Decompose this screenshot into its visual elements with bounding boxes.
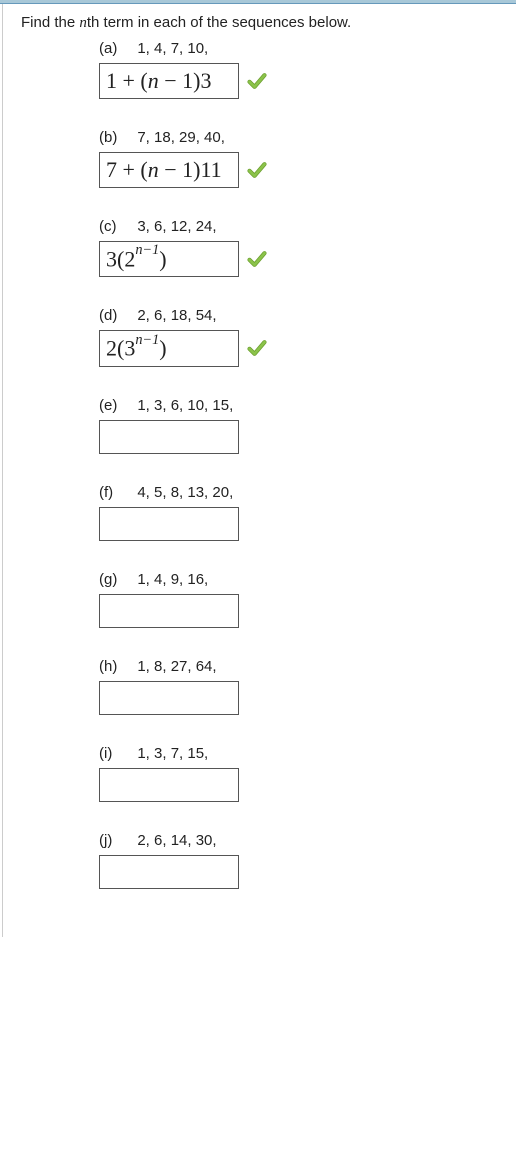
question-label: (g) [99, 571, 129, 588]
sequence-text: 1, 4, 9, 16, [129, 571, 208, 588]
question-item: (i) 1, 3, 7, 15, [99, 745, 498, 802]
answer-formula: 3(2n−1) [106, 246, 167, 272]
answer-row [99, 420, 498, 454]
instruction-text: Find the nth term in each of the sequenc… [21, 14, 498, 32]
sequence-text: 3, 6, 12, 24, [129, 218, 217, 235]
question-label: (c) [99, 218, 129, 235]
question-label: (a) [99, 40, 129, 57]
sequence-text: 7, 18, 29, 40, [129, 129, 225, 146]
prompt-row: (a) 1, 4, 7, 10, [99, 40, 498, 57]
question-label: (j) [99, 832, 129, 849]
sequence-text: 2, 6, 14, 30, [129, 832, 217, 849]
items-container: (a) 1, 4, 7, 10, 1 + (n − 1)3 (b) 7, 18, 2… [21, 40, 498, 889]
nth-italic: n [79, 15, 87, 31]
answer-input[interactable] [99, 768, 239, 802]
prompt-row: (h) 1, 8, 27, 64, [99, 658, 498, 675]
answer-formula: 7 + (n − 1)11 [106, 157, 222, 183]
answer-row [99, 681, 498, 715]
prompt-row: (d) 2, 6, 18, 54, [99, 307, 498, 324]
check-icon [247, 338, 267, 358]
question-item: (j) 2, 6, 14, 30, [99, 832, 498, 889]
answer-row [99, 507, 498, 541]
question-item: (a) 1, 4, 7, 10, 1 + (n − 1)3 [99, 40, 498, 99]
question-label: (e) [99, 397, 129, 414]
answer-input[interactable] [99, 855, 239, 889]
question-label: (h) [99, 658, 129, 675]
question-item: (e) 1, 3, 6, 10, 15, [99, 397, 498, 454]
question-label: (f) [99, 484, 129, 501]
answer-formula: 2(3n−1) [106, 335, 167, 361]
content-container: Find the nth term in each of the sequenc… [2, 4, 516, 937]
sequence-text: 1, 4, 7, 10, [129, 40, 208, 57]
question-item: (d) 2, 6, 18, 54, 2(3n−1) [99, 307, 498, 366]
question-label: (i) [99, 745, 129, 762]
instruction-prefix: Find the [21, 14, 79, 31]
answer-row: 7 + (n − 1)11 [99, 152, 498, 188]
question-item: (c) 3, 6, 12, 24, 3(2n−1) [99, 218, 498, 277]
answer-input[interactable]: 3(2n−1) [99, 241, 239, 277]
answer-row: 1 + (n − 1)3 [99, 63, 498, 99]
prompt-row: (c) 3, 6, 12, 24, [99, 218, 498, 235]
prompt-row: (e) 1, 3, 6, 10, 15, [99, 397, 498, 414]
prompt-row: (g) 1, 4, 9, 16, [99, 571, 498, 588]
answer-input[interactable]: 7 + (n − 1)11 [99, 152, 239, 188]
prompt-row: (b) 7, 18, 29, 40, [99, 129, 498, 146]
answer-input[interactable] [99, 681, 239, 715]
prompt-row: (f) 4, 5, 8, 13, 20, [99, 484, 498, 501]
question-label: (d) [99, 307, 129, 324]
sequence-text: 1, 3, 6, 10, 15, [129, 397, 233, 414]
answer-input[interactable]: 2(3n−1) [99, 330, 239, 366]
prompt-row: (j) 2, 6, 14, 30, [99, 832, 498, 849]
answer-row [99, 855, 498, 889]
sequence-text: 2, 6, 18, 54, [129, 307, 217, 324]
check-icon [247, 71, 267, 91]
check-icon [247, 249, 267, 269]
question-item: (g) 1, 4, 9, 16, [99, 571, 498, 628]
answer-row: 2(3n−1) [99, 330, 498, 366]
answer-input[interactable] [99, 507, 239, 541]
check-icon [247, 160, 267, 180]
question-item: (b) 7, 18, 29, 40, 7 + (n − 1)11 [99, 129, 498, 188]
instruction-suffix: th term in each of the sequences below. [87, 14, 351, 31]
question-item: (h) 1, 8, 27, 64, [99, 658, 498, 715]
sequence-text: 1, 3, 7, 15, [129, 745, 208, 762]
answer-input[interactable]: 1 + (n − 1)3 [99, 63, 239, 99]
sequence-text: 4, 5, 8, 13, 20, [129, 484, 233, 501]
answer-input[interactable] [99, 420, 239, 454]
answer-row [99, 768, 498, 802]
answer-row [99, 594, 498, 628]
answer-input[interactable] [99, 594, 239, 628]
sequence-text: 1, 8, 27, 64, [129, 658, 217, 675]
prompt-row: (i) 1, 3, 7, 15, [99, 745, 498, 762]
answer-formula: 1 + (n − 1)3 [106, 68, 211, 94]
question-label: (b) [99, 129, 129, 146]
answer-row: 3(2n−1) [99, 241, 498, 277]
question-item: (f) 4, 5, 8, 13, 20, [99, 484, 498, 541]
